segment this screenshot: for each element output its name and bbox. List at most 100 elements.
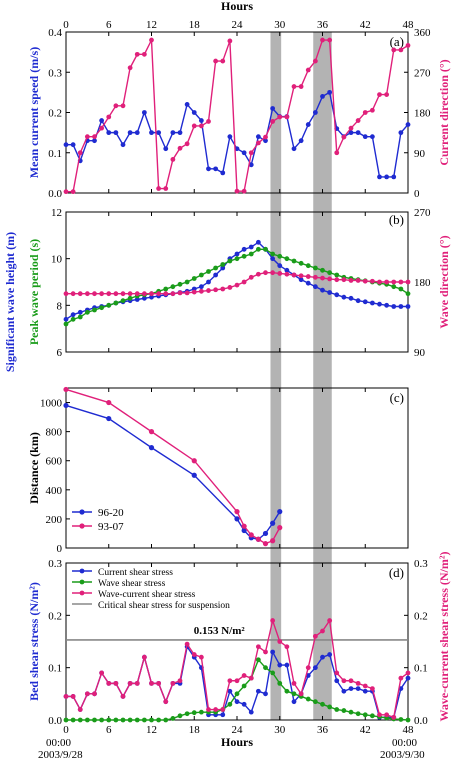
- y-tick-label: 12: [51, 207, 62, 219]
- data-point: [177, 713, 183, 719]
- x-tick-label: 42: [360, 19, 371, 31]
- data-point: [263, 270, 268, 276]
- y2-tick-label: 180: [414, 108, 431, 120]
- y-axis-label: Significant wave height (m): [3, 232, 17, 372]
- data-point: [327, 652, 333, 657]
- data-point: [334, 272, 340, 278]
- data-point: [284, 114, 290, 120]
- data-point: [270, 538, 276, 544]
- legend-label: Critical shear stress for suspension: [98, 600, 230, 611]
- data-point: [99, 118, 105, 123]
- data-point: [241, 253, 247, 259]
- data-point: [384, 174, 390, 180]
- data-point: [391, 47, 397, 53]
- data-point: [170, 130, 176, 136]
- data-point: [355, 118, 361, 123]
- data-point: [398, 675, 404, 681]
- data-point: [391, 714, 397, 720]
- data-point: [149, 291, 154, 297]
- x-tick-label: 30: [274, 19, 286, 31]
- y-tick-label: 0.2: [48, 108, 62, 120]
- data-point: [312, 110, 318, 115]
- data-point: [198, 118, 204, 123]
- data-point: [134, 51, 140, 57]
- data-point: [134, 680, 140, 686]
- y2-tick-label: 360: [414, 27, 431, 39]
- x-tick-label: 42: [360, 724, 371, 736]
- data-point: [262, 541, 269, 547]
- data-point: [262, 530, 269, 537]
- data-point: [63, 694, 69, 699]
- y-tick-label: 0.1: [48, 663, 62, 675]
- x-end-date-label: 2003/9/30: [380, 749, 425, 761]
- data-point: [384, 302, 390, 308]
- data-point: [184, 102, 190, 107]
- data-point: [277, 253, 283, 259]
- data-point: [291, 258, 297, 264]
- data-point: [405, 122, 411, 127]
- data-point: [362, 712, 368, 718]
- data-point: [163, 146, 169, 152]
- data-point: [377, 712, 382, 718]
- data-point: [277, 271, 283, 276]
- data-point: [148, 429, 155, 435]
- data-point: [198, 288, 204, 294]
- data-point: [84, 691, 90, 697]
- y-tick-label: 0.2: [48, 610, 62, 622]
- data-point: [234, 691, 240, 697]
- data-point: [291, 680, 297, 686]
- data-point: [191, 472, 197, 478]
- data-point: [220, 170, 226, 176]
- data-point: [341, 708, 347, 713]
- data-point: [220, 58, 226, 64]
- data-point: [241, 683, 247, 689]
- x-tick-label: 48: [403, 724, 415, 736]
- data-point: [320, 654, 325, 660]
- data-point: [355, 130, 361, 136]
- data-point: [241, 150, 247, 156]
- data-point: [312, 265, 318, 271]
- data-point: [70, 694, 76, 699]
- data-point: [341, 277, 347, 283]
- data-point: [63, 316, 69, 322]
- data-point: [213, 287, 219, 293]
- data-point: [206, 288, 211, 293]
- data-point: [320, 37, 325, 43]
- data-point: [384, 279, 390, 285]
- data-point: [63, 386, 69, 393]
- data-point: [255, 657, 261, 663]
- data-point: [327, 290, 333, 295]
- legend-swatch-marker: [79, 509, 85, 515]
- data-point: [298, 84, 304, 89]
- event-shade-band: [270, 32, 282, 720]
- data-point: [234, 678, 240, 684]
- data-point: [362, 299, 368, 305]
- data-point: [241, 188, 247, 194]
- data-point: [327, 270, 333, 276]
- data-point: [234, 516, 240, 522]
- y-tick-label: 0.0: [48, 715, 62, 727]
- data-point: [405, 279, 411, 285]
- data-point: [84, 309, 90, 315]
- data-point: [255, 688, 261, 694]
- data-point: [405, 717, 411, 723]
- data-point: [270, 649, 276, 655]
- data-point: [106, 291, 112, 297]
- y-tick-label: 0.3: [48, 558, 62, 570]
- data-point: [341, 294, 347, 300]
- data-point: [220, 712, 226, 718]
- bottom-axis-label: Hours: [221, 735, 253, 749]
- data-point: [206, 269, 211, 274]
- y2-tick-label: 0.0: [414, 715, 428, 727]
- data-point: [398, 717, 404, 722]
- data-point: [77, 150, 83, 156]
- data-point: [170, 157, 176, 162]
- y-tick-label: 0.1: [48, 148, 62, 160]
- data-point: [220, 265, 226, 271]
- data-point: [369, 300, 375, 306]
- data-point: [227, 134, 233, 140]
- legend-label: Wave shear stress: [98, 579, 166, 589]
- data-point: [213, 272, 219, 278]
- data-point: [270, 256, 276, 262]
- data-point: [227, 701, 233, 707]
